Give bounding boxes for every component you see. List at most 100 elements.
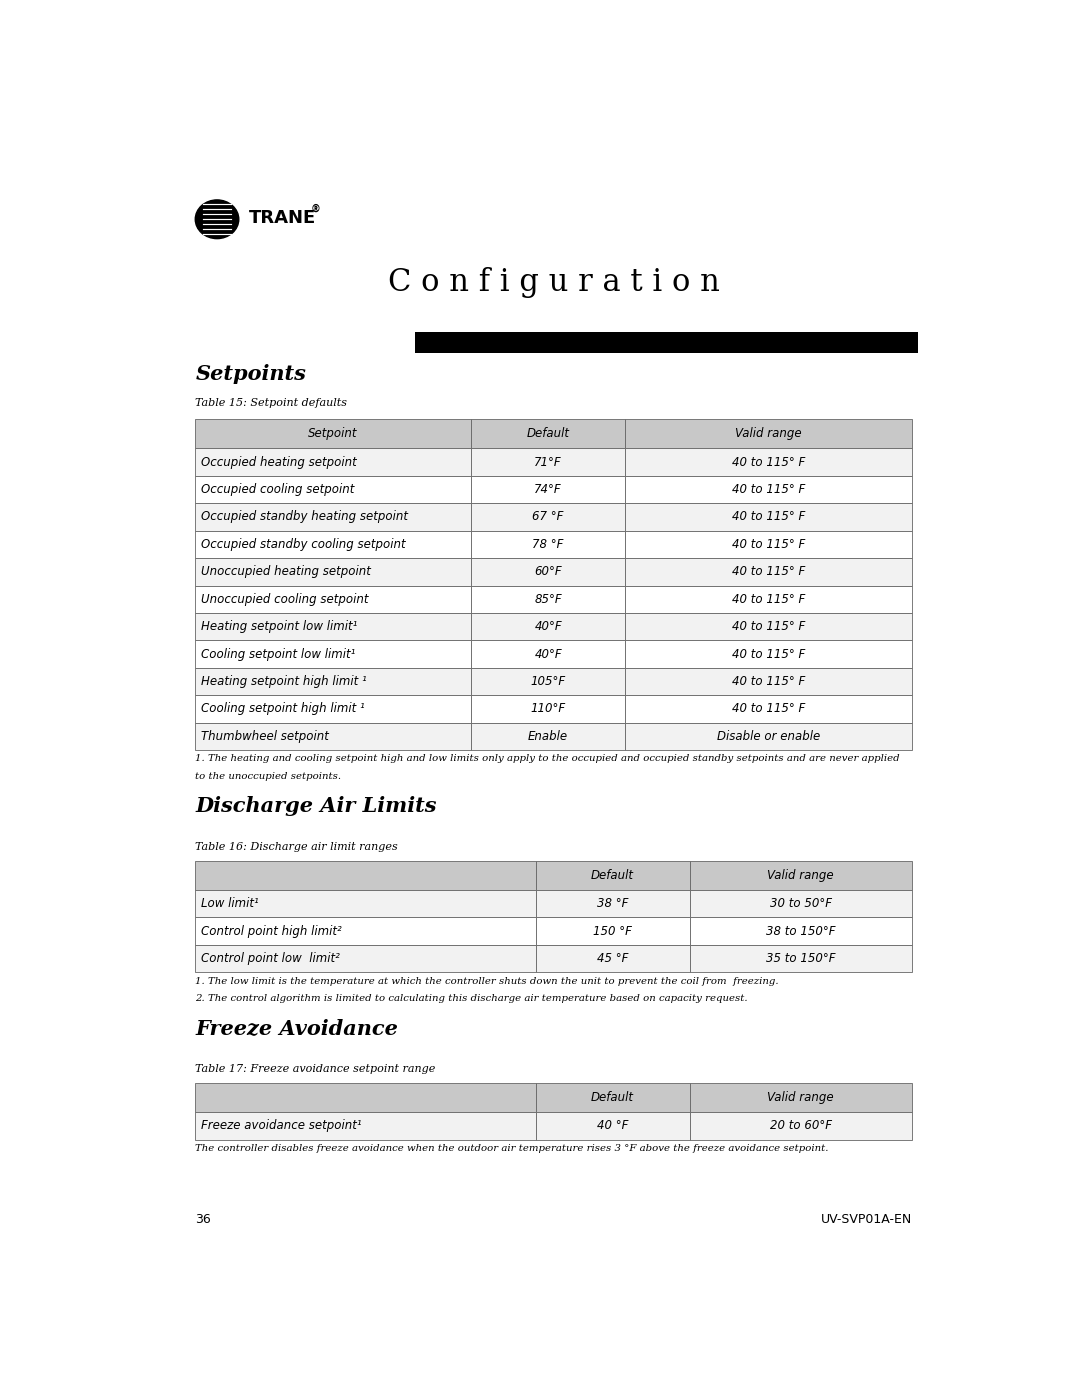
Text: 1. The heating and cooling setpoint high and low limits only apply to the occupi: 1. The heating and cooling setpoint high…: [195, 754, 900, 763]
Bar: [536, 1112, 690, 1140]
Bar: [536, 861, 690, 890]
Text: Thumbwheel setpoint: Thumbwheel setpoint: [201, 729, 329, 743]
Bar: [625, 668, 912, 696]
Text: 30 to 50°F: 30 to 50°F: [770, 897, 832, 911]
Bar: [471, 419, 625, 448]
Text: Occupied cooling setpoint: Occupied cooling setpoint: [201, 483, 354, 496]
Bar: [416, 332, 918, 352]
Bar: [195, 890, 536, 918]
Text: 40°F: 40°F: [535, 620, 562, 633]
Text: Default: Default: [591, 869, 634, 882]
Text: Heating setpoint low limit¹: Heating setpoint low limit¹: [201, 620, 357, 633]
Bar: [195, 668, 471, 696]
Bar: [471, 448, 625, 476]
Bar: [195, 531, 471, 559]
Bar: [690, 861, 912, 890]
Text: Freeze Avoidance: Freeze Avoidance: [195, 1018, 399, 1038]
Bar: [471, 559, 625, 585]
Text: 40 to 115° F: 40 to 115° F: [732, 648, 805, 661]
Bar: [471, 503, 625, 531]
Text: Unoccupied cooling setpoint: Unoccupied cooling setpoint: [201, 592, 368, 606]
Bar: [471, 531, 625, 559]
Text: 40 to 115° F: 40 to 115° F: [732, 483, 805, 496]
Bar: [195, 559, 471, 585]
Text: UV-SVP01A-EN: UV-SVP01A-EN: [821, 1213, 912, 1227]
Bar: [195, 944, 536, 972]
Text: 2. The control algorithm is limited to calculating this discharge air temperatur: 2. The control algorithm is limited to c…: [195, 993, 747, 1003]
Text: 60°F: 60°F: [535, 566, 562, 578]
Bar: [536, 1083, 690, 1112]
Text: 36: 36: [195, 1213, 211, 1227]
Bar: [195, 918, 536, 944]
Text: 35 to 150°F: 35 to 150°F: [766, 951, 836, 965]
Text: 38 °F: 38 °F: [597, 897, 629, 911]
Bar: [195, 640, 471, 668]
Bar: [195, 861, 536, 890]
Text: 40 to 115° F: 40 to 115° F: [732, 538, 805, 550]
Text: 67 °F: 67 °F: [532, 510, 564, 524]
Ellipse shape: [195, 200, 239, 239]
Text: 20 to 60°F: 20 to 60°F: [770, 1119, 832, 1133]
Text: Table 16: Discharge air limit ranges: Table 16: Discharge air limit ranges: [195, 842, 399, 852]
Text: Valid range: Valid range: [768, 869, 834, 882]
Text: Table 17: Freeze avoidance setpoint range: Table 17: Freeze avoidance setpoint rang…: [195, 1065, 435, 1074]
Text: Disable or enable: Disable or enable: [717, 729, 820, 743]
Bar: [625, 448, 912, 476]
Text: Valid range: Valid range: [735, 427, 801, 440]
Bar: [625, 559, 912, 585]
Text: Setpoint: Setpoint: [309, 427, 357, 440]
Text: Heating setpoint high limit ¹: Heating setpoint high limit ¹: [201, 675, 367, 689]
Text: 71°F: 71°F: [535, 455, 562, 468]
Text: Low limit¹: Low limit¹: [201, 897, 259, 911]
Bar: [625, 531, 912, 559]
Bar: [471, 613, 625, 640]
Bar: [471, 668, 625, 696]
Bar: [690, 890, 912, 918]
Text: 40 to 115° F: 40 to 115° F: [732, 675, 805, 689]
Text: to the unoccupied setpoints.: to the unoccupied setpoints.: [195, 771, 341, 781]
Text: Enable: Enable: [528, 729, 568, 743]
Bar: [625, 696, 912, 722]
Text: Unoccupied heating setpoint: Unoccupied heating setpoint: [201, 566, 372, 578]
Bar: [195, 503, 471, 531]
Bar: [536, 890, 690, 918]
Bar: [536, 918, 690, 944]
Text: Occupied standby cooling setpoint: Occupied standby cooling setpoint: [201, 538, 406, 550]
Bar: [471, 722, 625, 750]
Bar: [625, 640, 912, 668]
Text: 40 to 115° F: 40 to 115° F: [732, 510, 805, 524]
Text: TRANE: TRANE: [248, 210, 316, 228]
Bar: [625, 419, 912, 448]
Text: 74°F: 74°F: [535, 483, 562, 496]
Text: C o n f i g u r a t i o n: C o n f i g u r a t i o n: [388, 267, 719, 298]
Bar: [195, 476, 471, 503]
Text: Default: Default: [527, 427, 569, 440]
Text: 40 to 115° F: 40 to 115° F: [732, 703, 805, 715]
Text: Control point high limit²: Control point high limit²: [201, 925, 342, 937]
Text: 105°F: 105°F: [530, 675, 566, 689]
Bar: [625, 613, 912, 640]
Text: 40 to 115° F: 40 to 115° F: [732, 455, 805, 468]
Text: 45 °F: 45 °F: [597, 951, 629, 965]
Text: Cooling setpoint low limit¹: Cooling setpoint low limit¹: [201, 648, 355, 661]
Bar: [471, 585, 625, 613]
Bar: [625, 476, 912, 503]
Bar: [690, 1112, 912, 1140]
Bar: [471, 476, 625, 503]
Bar: [471, 696, 625, 722]
Text: ®: ®: [311, 204, 321, 214]
Text: Occupied standby heating setpoint: Occupied standby heating setpoint: [201, 510, 408, 524]
Text: Freeze avoidance setpoint¹: Freeze avoidance setpoint¹: [201, 1119, 362, 1133]
Text: 38 to 150°F: 38 to 150°F: [766, 925, 836, 937]
Bar: [195, 419, 471, 448]
Bar: [625, 503, 912, 531]
Bar: [195, 1083, 536, 1112]
Bar: [195, 696, 471, 722]
Bar: [625, 585, 912, 613]
Text: Setpoints: Setpoints: [195, 365, 306, 384]
Text: Occupied heating setpoint: Occupied heating setpoint: [201, 455, 356, 468]
Text: 40 to 115° F: 40 to 115° F: [732, 620, 805, 633]
Bar: [536, 944, 690, 972]
Bar: [195, 722, 471, 750]
Text: Control point low  limit²: Control point low limit²: [201, 951, 340, 965]
